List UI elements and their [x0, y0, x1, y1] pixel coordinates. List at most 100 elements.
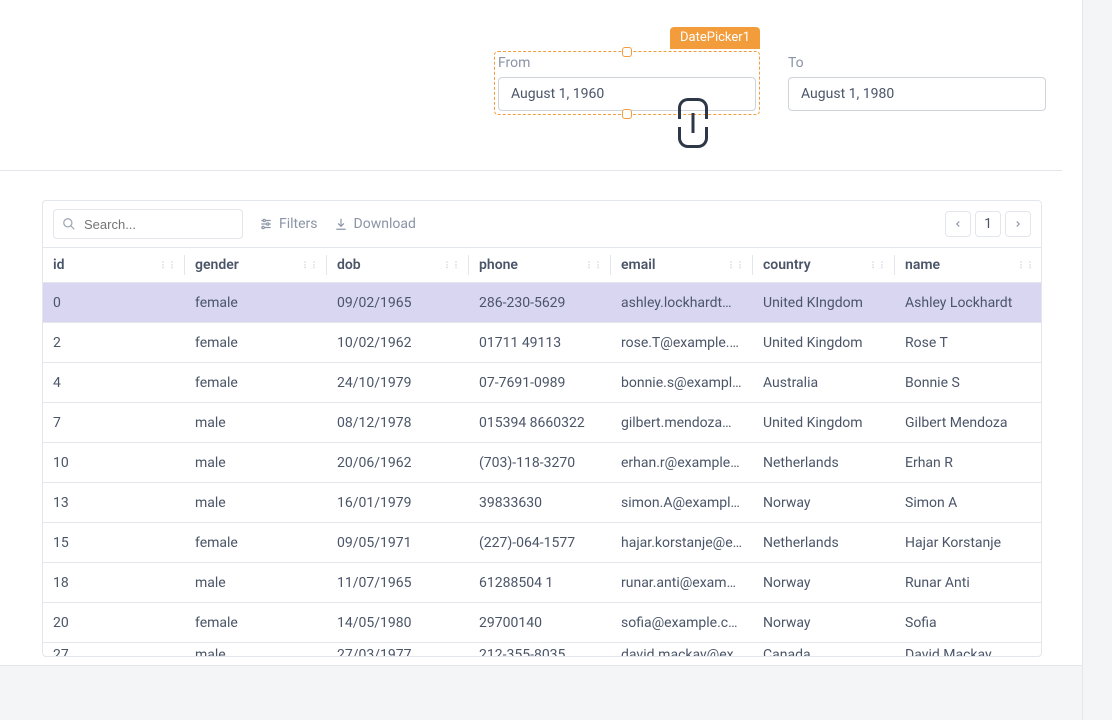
cell-gender: male: [185, 483, 327, 523]
cell-id: 10: [43, 443, 185, 483]
canvas: DatePicker1 From August 1, 1960 To Augus…: [0, 0, 1112, 720]
cell-dob: 14/05/1980: [327, 603, 469, 643]
to-value: August 1, 1980: [801, 86, 894, 102]
cell-email: hajar.korstanje@ex...: [611, 523, 753, 563]
grid: id⋮⋮ gender⋮⋮ dob⋮⋮ phone⋮⋮ email⋮⋮ coun…: [43, 247, 1042, 657]
to-input[interactable]: August 1, 1980: [788, 77, 1046, 111]
table-toolbar: Filters Download 1: [43, 201, 1041, 247]
cell-name: Erhan R: [895, 443, 1042, 483]
cell-name: Sofia: [895, 603, 1042, 643]
from-datepicker[interactable]: DatePicker1 From August 1, 1960: [498, 55, 756, 111]
table-row[interactable]: 0female09/02/1965286-230-5629ashley.lock…: [43, 283, 1042, 323]
cell-name: Hajar Korstanje: [895, 523, 1042, 563]
table-row[interactable]: 18male11/07/196561288504 1runar.anti@exa…: [43, 563, 1042, 603]
table-row[interactable]: 4female24/10/197907-7691-0989bonnie.s@ex…: [43, 363, 1042, 403]
cell-gender: female: [185, 603, 327, 643]
search-field[interactable]: [53, 209, 243, 239]
filters-button[interactable]: Filters: [259, 216, 318, 232]
cell-id: 2: [43, 323, 185, 363]
sliders-icon: [259, 217, 273, 231]
chevron-right-icon: [1013, 219, 1023, 229]
cell-gender: male: [185, 443, 327, 483]
search-input[interactable]: [82, 216, 234, 233]
cell-phone: 29700140: [469, 603, 611, 643]
table-row[interactable]: 20female14/05/198029700140sofia@example.…: [43, 603, 1042, 643]
pagination: 1: [945, 211, 1031, 237]
cell-id: 20: [43, 603, 185, 643]
cell-name: Gilbert Mendoza: [895, 403, 1042, 443]
cell-email: david.mackay@ex...: [611, 643, 753, 658]
cell-phone: (703)-118-3270: [469, 443, 611, 483]
download-button[interactable]: Download: [334, 216, 416, 232]
cell-country: Canada: [753, 643, 895, 658]
col-email[interactable]: email⋮⋮: [611, 248, 753, 283]
data-table: Filters Download 1: [42, 200, 1042, 657]
cell-id: 27: [43, 643, 185, 658]
cell-country: Netherlands: [753, 443, 895, 483]
cell-country: Norway: [753, 483, 895, 523]
cell-name: Ashley Lockhardt: [895, 283, 1042, 323]
col-dob[interactable]: dob⋮⋮: [327, 248, 469, 283]
cell-phone: (227)-064-1577: [469, 523, 611, 563]
cell-phone: 01711 49113: [469, 323, 611, 363]
resize-handle-top[interactable]: [622, 47, 632, 57]
search-icon: [62, 217, 76, 231]
prev-page-button[interactable]: [945, 211, 971, 237]
from-input[interactable]: August 1, 1960: [498, 77, 756, 111]
cell-gender: female: [185, 363, 327, 403]
table-row[interactable]: 2female10/02/196201711 49113rose.T@examp…: [43, 323, 1042, 363]
cell-phone: 39833630: [469, 483, 611, 523]
table-row[interactable]: 15female09/05/1971(227)-064-1577hajar.ko…: [43, 523, 1042, 563]
cell-dob: 09/02/1965: [327, 283, 469, 323]
cell-id: 0: [43, 283, 185, 323]
cell-gender: male: [185, 403, 327, 443]
cell-name: Simon A: [895, 483, 1042, 523]
download-icon: [334, 217, 348, 231]
to-label: To: [788, 55, 1046, 71]
cell-phone: 61288504 1: [469, 563, 611, 603]
cell-email: simon.A@example...: [611, 483, 753, 523]
cell-dob: 16/01/1979: [327, 483, 469, 523]
cell-gender: female: [185, 323, 327, 363]
next-page-button[interactable]: [1005, 211, 1031, 237]
cell-gender: female: [185, 523, 327, 563]
panel-gutter-right: [1082, 0, 1112, 720]
cell-dob: 10/02/1962: [327, 323, 469, 363]
to-datepicker[interactable]: To August 1, 1980: [788, 55, 1046, 111]
cell-gender: male: [185, 563, 327, 603]
cell-dob: 20/06/1962: [327, 443, 469, 483]
cell-dob: 11/07/1965: [327, 563, 469, 603]
table-row[interactable]: 7male08/12/1978015394 8660322gilbert.men…: [43, 403, 1042, 443]
cell-gender: male: [185, 643, 327, 658]
cell-country: Norway: [753, 603, 895, 643]
col-name[interactable]: name⋮⋮: [895, 248, 1042, 283]
cell-id: 7: [43, 403, 185, 443]
cell-dob: 08/12/1978: [327, 403, 469, 443]
cell-name: David Mackay: [895, 643, 1042, 658]
col-phone[interactable]: phone⋮⋮: [469, 248, 611, 283]
panel-gutter-bottom: [0, 665, 1082, 720]
cell-email: runar.anti@exampl...: [611, 563, 753, 603]
col-gender[interactable]: gender⋮⋮: [185, 248, 327, 283]
selection-tag: DatePicker1: [670, 27, 760, 49]
cell-id: 4: [43, 363, 185, 403]
cell-phone: 212-355-8035: [469, 643, 611, 658]
cell-name: Bonnie S: [895, 363, 1042, 403]
table-row[interactable]: 10male20/06/1962(703)-118-3270erhan.r@ex…: [43, 443, 1042, 483]
date-pickers: DatePicker1 From August 1, 1960 To Augus…: [498, 55, 1046, 111]
resize-handle-bottom[interactable]: [622, 109, 632, 119]
cell-email: bonnie.s@exampl...: [611, 363, 753, 403]
table-row[interactable]: 13male16/01/197939833630simon.A@example.…: [43, 483, 1042, 523]
cell-email: ashley.lockhardt@...: [611, 283, 753, 323]
cell-phone: 015394 8660322: [469, 403, 611, 443]
cell-email: sofia@example.com: [611, 603, 753, 643]
cell-country: United KIngdom: [753, 283, 895, 323]
cell-phone: 07-7691-0989: [469, 363, 611, 403]
col-id[interactable]: id⋮⋮: [43, 248, 185, 283]
cell-name: Rose T: [895, 323, 1042, 363]
filters-label: Filters: [279, 216, 318, 232]
col-country[interactable]: country⋮⋮: [753, 248, 895, 283]
from-label: From: [498, 55, 756, 71]
table-row[interactable]: 27male27/03/1977212-355-8035david.mackay…: [43, 643, 1042, 658]
page-number: 1: [975, 211, 1001, 237]
